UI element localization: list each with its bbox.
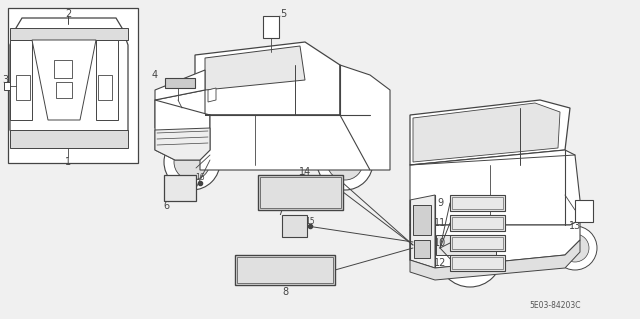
Polygon shape (155, 100, 210, 160)
Text: 13: 13 (569, 221, 581, 231)
Bar (10, 40, 32, 120)
Text: 9: 9 (437, 198, 443, 208)
Bar (450, 235, 505, 251)
Circle shape (553, 226, 597, 270)
Bar (450, 255, 505, 271)
Text: 14: 14 (299, 167, 311, 177)
Bar (10, 130, 128, 148)
Text: 10: 10 (434, 238, 446, 248)
Polygon shape (205, 46, 305, 90)
Bar (450, 195, 505, 211)
Bar (260, 177, 341, 208)
Polygon shape (32, 40, 96, 120)
Bar (452, 237, 503, 249)
Bar (10, 28, 128, 40)
Polygon shape (410, 150, 580, 225)
Polygon shape (200, 115, 370, 170)
Text: 11: 11 (434, 218, 446, 228)
Bar (258, 175, 343, 210)
Bar (450, 215, 505, 231)
Text: HONDA: HONDA (274, 186, 326, 198)
Bar (8, 8, 138, 163)
Text: LX-i: LX-i (470, 239, 485, 248)
Polygon shape (195, 42, 340, 115)
Text: 7: 7 (277, 207, 283, 217)
Bar (56, 82, 72, 98)
Circle shape (164, 134, 220, 190)
Polygon shape (155, 70, 205, 100)
Text: ACCORD: ACCORD (256, 263, 314, 277)
Bar (575, 200, 593, 222)
Bar (237, 257, 333, 283)
Bar (414, 240, 430, 258)
Bar (452, 197, 503, 209)
Text: 3: 3 (2, 75, 8, 85)
Polygon shape (410, 220, 580, 268)
Bar (452, 217, 503, 229)
Bar (16, 75, 30, 100)
Circle shape (327, 144, 363, 180)
Text: 8: 8 (282, 287, 288, 297)
Text: 1: 1 (65, 157, 71, 167)
Polygon shape (155, 128, 210, 160)
Text: 16: 16 (195, 174, 205, 182)
Polygon shape (410, 240, 580, 280)
Text: EX-i: EX-i (469, 258, 486, 268)
Text: DX: DX (472, 198, 484, 207)
Bar (98, 75, 112, 100)
Bar (452, 257, 503, 269)
Bar (96, 40, 118, 120)
Bar (263, 16, 279, 38)
Text: 2: 2 (65, 9, 71, 19)
Text: LX: LX (472, 219, 483, 227)
Bar (235, 255, 335, 285)
Text: 12: 12 (434, 258, 446, 268)
Circle shape (174, 144, 210, 180)
Text: 15: 15 (305, 217, 315, 226)
Text: 4: 4 (152, 70, 158, 80)
Bar (436, 235, 496, 255)
Polygon shape (410, 195, 435, 268)
Polygon shape (410, 100, 570, 165)
Bar (54, 60, 72, 78)
Polygon shape (208, 88, 216, 102)
Polygon shape (413, 103, 560, 162)
Circle shape (317, 134, 373, 190)
Polygon shape (155, 90, 205, 128)
Circle shape (450, 235, 490, 275)
Circle shape (561, 234, 589, 262)
Bar (165, 78, 195, 88)
Bar (413, 205, 431, 235)
Polygon shape (10, 18, 128, 148)
Text: 6: 6 (163, 201, 169, 211)
Bar (164, 175, 196, 201)
Circle shape (438, 223, 502, 287)
Polygon shape (340, 65, 390, 170)
Text: 5E03-84203C: 5E03-84203C (529, 300, 580, 309)
Text: 5: 5 (280, 9, 286, 19)
Bar (4, 82, 10, 90)
Bar (282, 215, 307, 237)
